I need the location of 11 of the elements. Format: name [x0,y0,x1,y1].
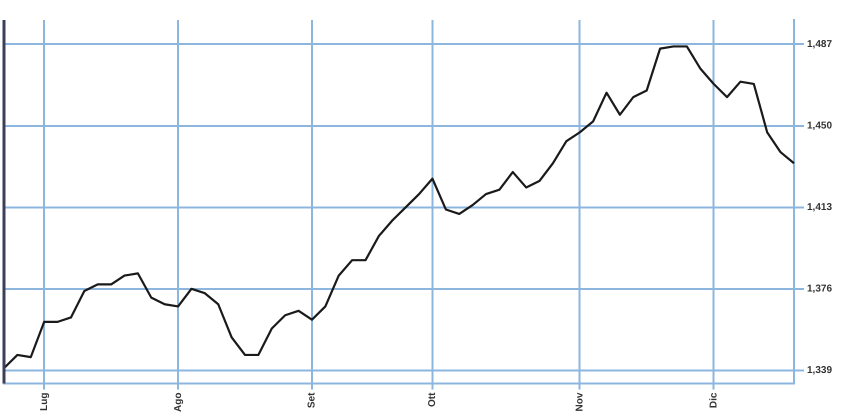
y-tick-label: 1,450 [806,120,832,132]
x-tick-label: Ago [172,392,184,412]
x-tick-label: Ott [427,392,438,408]
x-tick-label: Lug [38,392,50,411]
x-tick-label: Nov [574,392,586,412]
y-tick-label: 1,376 [806,284,832,295]
x-tick-label: Dic [708,392,720,408]
y-tick-label: 1,339 [806,365,832,376]
y-tick-label: 1,487 [806,38,832,50]
x-tick-label: Set [306,392,318,408]
y-tick-label: 1,413 [806,202,832,214]
